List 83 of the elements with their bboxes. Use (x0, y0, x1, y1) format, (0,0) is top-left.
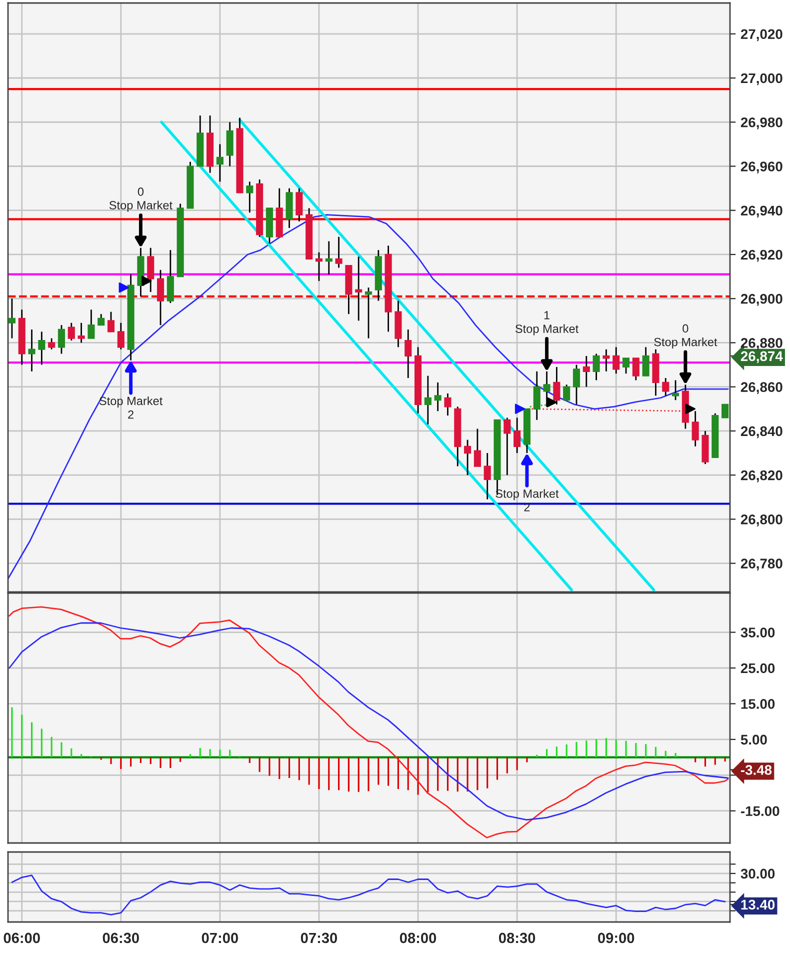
point (685, 404, 696, 414)
y-tick-label: 26,874 (740, 351, 783, 364)
y-tick-label: -3.48 (740, 765, 772, 775)
y-tick-label: 26,920 (740, 250, 782, 262)
candlestick (404, 328, 412, 379)
candlestick (563, 384, 570, 401)
candlestick (444, 392, 452, 416)
line-series (8, 214, 729, 580)
candlestick (582, 355, 590, 388)
annotation: Stop Market 2 (496, 489, 559, 512)
y-tick-label: 26,880 (740, 338, 782, 350)
candlestick (464, 439, 472, 476)
y-tick-label: 26,780 (740, 558, 782, 571)
annotation: 1 Stop Market (515, 311, 579, 336)
y-tick-label: 26,820 (740, 470, 782, 482)
y-tick-label: 26,940 (740, 206, 782, 218)
candlestick (602, 348, 610, 372)
candlestick (533, 370, 540, 421)
candlestick (622, 357, 630, 374)
candlestick (246, 180, 254, 214)
candlestick (572, 364, 580, 406)
candlestick (484, 452, 491, 500)
candlestick (325, 240, 332, 276)
y-tick-label: 26,980 (740, 117, 782, 130)
x-tick-label: 08:30 (498, 932, 536, 944)
y-tick-label: 25.00 (740, 663, 775, 674)
candlestick (722, 404, 729, 418)
point (142, 276, 152, 286)
candlestick (78, 322, 85, 344)
y-tick-label: 26,900 (740, 294, 782, 306)
candlestick (8, 298, 16, 340)
candlestick (504, 417, 511, 476)
x-tick-label: 06:30 (102, 932, 139, 944)
candlestick (642, 346, 650, 377)
x-tick-label: 07:00 (202, 932, 238, 944)
y-tick-label: 26,860 (740, 382, 782, 394)
x-tick-label: 09:00 (598, 932, 634, 944)
annotation: Stop Market 2 (100, 396, 163, 419)
candlestick (216, 143, 224, 182)
y-tick-label: 15.00 (741, 699, 775, 709)
candlestick (107, 311, 115, 332)
candlestick (424, 375, 432, 426)
y-tick-label: 27,000 (740, 73, 782, 86)
y-tick-label: 30.00 (740, 868, 775, 879)
point (118, 282, 129, 293)
line-series (11, 874, 726, 916)
candlestick (88, 308, 95, 340)
candlestick (612, 346, 620, 374)
candlestick (58, 324, 66, 354)
candlestick (632, 357, 640, 381)
candlestick (364, 286, 372, 340)
annotation: 0 Stop Market (654, 324, 718, 349)
candlestick (68, 322, 75, 342)
y-tick-label: -15.00 (740, 806, 780, 816)
candlestick (296, 188, 303, 222)
y-tick-label: 35.00 (740, 628, 775, 638)
y-tick-label: 26,840 (740, 426, 782, 438)
candlestick (28, 328, 36, 372)
candlestick (98, 313, 105, 326)
x-tick-label: 08:00 (400, 932, 436, 944)
candlestick (662, 377, 670, 396)
candlestick (315, 252, 323, 282)
x-tick-label: 06:00 (4, 932, 40, 944)
candlestick (474, 428, 481, 467)
y-tick-label: 13.40 (741, 900, 775, 910)
candlestick (48, 338, 56, 350)
y-tick-label: 26,960 (740, 162, 782, 174)
x-tick-label: 07:30 (300, 932, 338, 944)
candlestick (514, 417, 521, 454)
candlestick (335, 236, 342, 268)
candlestick (117, 322, 124, 350)
y-tick-label: 27,020 (740, 29, 782, 42)
y-tick-label: 26,800 (740, 514, 782, 526)
candlestick (38, 331, 46, 366)
annotation: 0 Stop Market (109, 187, 172, 212)
point (546, 397, 557, 408)
candlestick (355, 256, 362, 322)
candlestick (434, 382, 442, 412)
candlestick (156, 269, 164, 326)
candlestick (672, 380, 680, 401)
y-tick-label: 5.00 (740, 734, 767, 745)
point (514, 404, 526, 414)
candlestick (592, 353, 600, 381)
